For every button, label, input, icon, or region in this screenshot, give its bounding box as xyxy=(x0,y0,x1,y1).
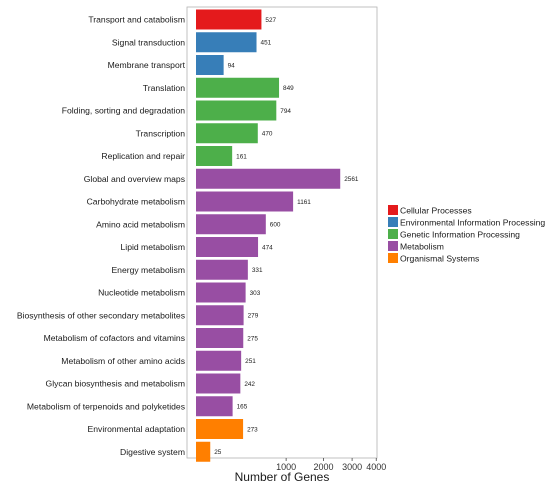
x-axis-ticks: 1000 2000 3000 4000 xyxy=(276,458,386,472)
category-label-metabolism-of-other-amino-acids: Metabolism of other amino acids xyxy=(61,356,185,366)
bar-digestive-system xyxy=(196,441,211,462)
bar-metabolism-of-cofactors-and-vitamins xyxy=(196,328,244,348)
value-label-metabolism-of-other-amino-acids: 251 xyxy=(245,358,256,365)
x-tick-label-2000: 2000 xyxy=(313,462,333,472)
value-label-transport-and-catabolism: 527 xyxy=(265,17,276,24)
value-label-environmental-adaptation: 273 xyxy=(247,426,258,433)
value-label-signal-transduction: 451 xyxy=(261,40,272,47)
value-label-lipid-metabolism: 474 xyxy=(262,244,273,251)
bar-signal-transduction xyxy=(196,32,257,53)
category-label-translation: Translation xyxy=(143,83,185,93)
category-label-digestive-system: Digestive system xyxy=(120,447,185,457)
bar-metabolism-of-other-amino-acids xyxy=(196,350,242,371)
bar-amino-acid-metabolism xyxy=(196,214,266,235)
bar-nucleotide-metabolism xyxy=(196,282,246,303)
value-labels: 527 451 94 849 794 470 161 2561 1161 600 474 331 303… xyxy=(214,17,359,456)
value-label-metabolism-of-terpenoids-and-polyketides: 165 xyxy=(237,404,248,411)
value-label-replication-and-repair: 161 xyxy=(236,153,247,160)
category-label-glycan-biosynthesis-and-metabolism: Glycan biosynthesis and metabolism xyxy=(46,379,185,389)
value-label-transcription: 470 xyxy=(262,131,273,138)
legend-label-metabolism: Metabolism xyxy=(400,242,444,252)
value-label-glycan-biosynthesis-and-metabolism: 242 xyxy=(244,381,255,388)
bar-energy-metabolism xyxy=(196,259,248,280)
x-tick-label-3000: 3000 xyxy=(342,462,362,472)
bar-biosynthesis-of-other-secondary-metabolites xyxy=(196,305,244,326)
category-label-lipid-metabolism: Lipid metabolism xyxy=(121,242,185,252)
bar-translation xyxy=(196,77,280,98)
category-label-metabolism-of-cofactors-and-vitamins: Metabolism of cofactors and vitamins xyxy=(44,333,185,343)
value-label-metabolism-of-cofactors-and-vitamins: 275 xyxy=(247,335,258,342)
legend-label-organismal-systems: Organismal Systems xyxy=(400,254,479,264)
bars xyxy=(196,9,341,462)
x-tick-label-4000: 4000 xyxy=(366,462,386,472)
value-label-translation: 849 xyxy=(283,85,294,92)
legend-swatch-cellular-processes xyxy=(388,205,398,215)
category-label-carbohydrate-metabolism: Carbohydrate metabolism xyxy=(87,197,185,207)
category-label-biosynthesis-of-other-secondary-metabolites: Biosynthesis of other secondary metaboli… xyxy=(17,310,185,320)
value-label-amino-acid-metabolism: 600 xyxy=(270,222,281,229)
bar-glycan-biosynthesis-and-metabolism xyxy=(196,373,241,394)
bar-membrane-transport xyxy=(196,55,224,75)
bar-replication-and-repair xyxy=(196,146,233,166)
legend-swatch-metabolism xyxy=(388,241,398,251)
bar-carbohydrate-metabolism xyxy=(196,191,294,212)
value-label-membrane-transport: 94 xyxy=(228,62,236,69)
legend: Cellular Processes Environmental Informat… xyxy=(388,205,545,264)
bar-lipid-metabolism xyxy=(196,237,259,257)
legend-swatch-genetic-information-processing xyxy=(388,229,398,239)
bar-folding-sorting-and-degradation xyxy=(196,100,277,121)
legend-swatch-environmental-information-processing xyxy=(388,217,398,227)
category-label-membrane-transport: Membrane transport xyxy=(108,60,186,70)
category-label-environmental-adaptation: Environmental adaptation xyxy=(88,424,186,434)
category-label-folding-sorting-and-degradation: Folding, sorting and degradation xyxy=(62,106,185,116)
category-label-energy-metabolism: Energy metabolism xyxy=(111,265,185,275)
legend-label-genetic-information-processing: Genetic Information Processing xyxy=(400,230,520,240)
value-label-biosynthesis-of-other-secondary-metabolites: 279 xyxy=(248,313,259,320)
bar-metabolism-of-terpenoids-and-polyketides xyxy=(196,396,233,417)
legend-label-cellular-processes: Cellular Processes xyxy=(400,206,472,216)
value-label-energy-metabolism: 331 xyxy=(252,267,263,274)
x-tick-label-1000: 1000 xyxy=(276,462,296,472)
bar-transcription xyxy=(196,123,258,144)
category-label-nucleotide-metabolism: Nucleotide metabolism xyxy=(98,288,185,298)
bar-global-and-overview-maps xyxy=(196,168,341,189)
x-axis-title: Number of Genes xyxy=(235,470,330,484)
category-label-transport-and-catabolism: Transport and catabolism xyxy=(88,15,185,25)
category-label-replication-and-repair: Replication and repair xyxy=(101,151,185,161)
category-label-metabolism-of-terpenoids-and-polyketides: Metabolism of terpenoids and polyketides xyxy=(27,401,185,411)
value-label-folding-sorting-and-degradation: 794 xyxy=(280,108,291,115)
legend-label-environmental-information-processing: Environmental Information Processing xyxy=(400,218,545,228)
category-labels: Transport and catabolism Signal transduct… xyxy=(17,15,186,457)
bar-transport-and-catabolism xyxy=(196,9,262,30)
value-label-digestive-system: 25 xyxy=(214,449,222,456)
category-label-global-and-overview-maps: Global and overview maps xyxy=(84,174,185,184)
legend-swatch-organismal-systems xyxy=(388,253,398,263)
value-label-carbohydrate-metabolism: 1161 xyxy=(297,199,311,206)
category-label-signal-transduction: Signal transduction xyxy=(112,37,185,47)
category-label-amino-acid-metabolism: Amino acid metabolism xyxy=(96,219,185,229)
bar-environmental-adaptation xyxy=(196,419,244,439)
category-label-transcription: Transcription xyxy=(136,128,186,138)
value-label-global-and-overview-maps: 2561 xyxy=(344,176,359,183)
value-label-nucleotide-metabolism: 303 xyxy=(250,290,261,297)
